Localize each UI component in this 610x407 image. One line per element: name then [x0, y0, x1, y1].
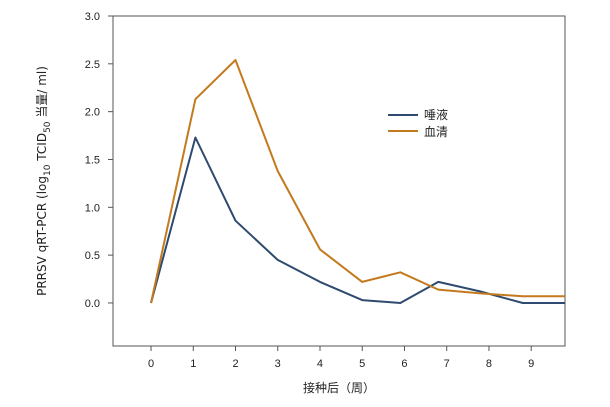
x-tick-label: 2	[232, 358, 238, 370]
legend-label-saliva: 唾液	[424, 107, 448, 122]
x-tick-label: 1	[190, 358, 196, 370]
series-line-serum	[150, 59, 565, 304]
x-tick-label: 6	[401, 358, 407, 370]
y-axis-title: PRRSV qRT-PCR (log10 TCID50 当量/ ml)	[35, 66, 53, 296]
x-tick-label: 9	[528, 358, 534, 370]
y-axis-title-prefix: PRRSV qRT-PCR (log	[35, 176, 49, 296]
x-tick-label: 3	[275, 358, 281, 370]
y-axis: 0.0 0.5 1.0 1.5 2.0 2.5 3.0	[85, 11, 113, 310]
x-tick-label: 4	[317, 358, 323, 370]
y-tick-label: 1.5	[85, 154, 100, 166]
x-tick-label: 7	[444, 358, 450, 370]
x-axis: 0 1 2 3 4 5 6 7 8 9	[148, 346, 534, 370]
y-axis-title-sub-1: 10	[43, 164, 53, 176]
x-tick-label: 5	[359, 358, 365, 370]
y-tick-label: 3.0	[85, 11, 100, 23]
series-layer	[150, 59, 565, 304]
x-tick-label: 8	[486, 358, 492, 370]
y-axis-title-mid: TCID	[35, 133, 49, 165]
y-tick-label: 1.0	[85, 202, 100, 214]
y-tick-label: 2.5	[85, 59, 100, 71]
y-tick-label: 2.0	[85, 107, 100, 119]
x-axis-title: 接种后（周）	[303, 380, 375, 395]
y-tick-label: 0.0	[85, 298, 100, 310]
y-axis-title-suffix: 当量/ ml)	[35, 66, 49, 121]
y-tick-label: 0.5	[85, 250, 100, 262]
y-axis-title-sub-2: 50	[43, 121, 53, 133]
plot-frame	[112, 15, 566, 347]
x-tick-label: 0	[148, 358, 154, 370]
legend-label-serum: 血清	[424, 125, 448, 139]
legend: 唾液 血清	[388, 107, 448, 139]
